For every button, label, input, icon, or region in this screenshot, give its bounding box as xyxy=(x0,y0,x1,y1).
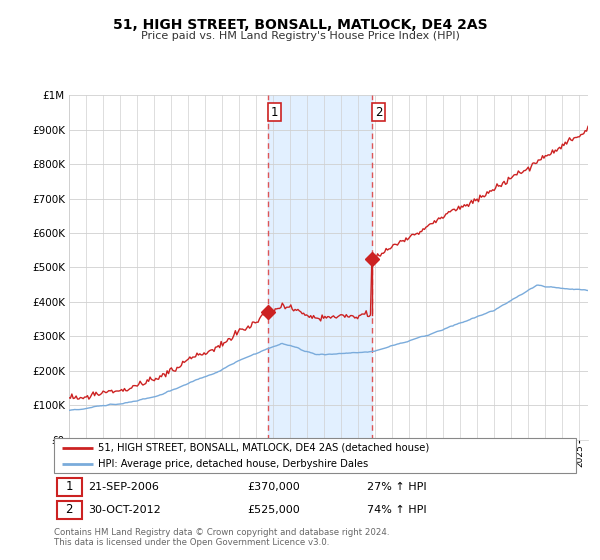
FancyBboxPatch shape xyxy=(56,501,82,519)
Text: 51, HIGH STREET, BONSALL, MATLOCK, DE4 2AS: 51, HIGH STREET, BONSALL, MATLOCK, DE4 2… xyxy=(113,18,487,32)
Text: HPI: Average price, detached house, Derbyshire Dales: HPI: Average price, detached house, Derb… xyxy=(98,459,368,469)
Text: £525,000: £525,000 xyxy=(247,505,300,515)
FancyBboxPatch shape xyxy=(56,478,82,496)
Bar xyxy=(268,95,373,440)
Text: 30-OCT-2012: 30-OCT-2012 xyxy=(88,505,161,515)
Text: 1: 1 xyxy=(271,105,278,119)
Text: 2: 2 xyxy=(375,105,382,119)
Text: 27% ↑ HPI: 27% ↑ HPI xyxy=(367,482,427,492)
Text: 51, HIGH STREET, BONSALL, MATLOCK, DE4 2AS (detached house): 51, HIGH STREET, BONSALL, MATLOCK, DE4 2… xyxy=(98,442,430,452)
Text: Price paid vs. HM Land Registry's House Price Index (HPI): Price paid vs. HM Land Registry's House … xyxy=(140,31,460,41)
FancyBboxPatch shape xyxy=(54,438,576,473)
Text: Contains HM Land Registry data © Crown copyright and database right 2024.
This d: Contains HM Land Registry data © Crown c… xyxy=(54,528,389,547)
Text: £370,000: £370,000 xyxy=(247,482,300,492)
Text: 21-SEP-2006: 21-SEP-2006 xyxy=(88,482,159,492)
Text: 1: 1 xyxy=(65,480,73,493)
Text: 2: 2 xyxy=(65,503,73,516)
Text: 74% ↑ HPI: 74% ↑ HPI xyxy=(367,505,427,515)
